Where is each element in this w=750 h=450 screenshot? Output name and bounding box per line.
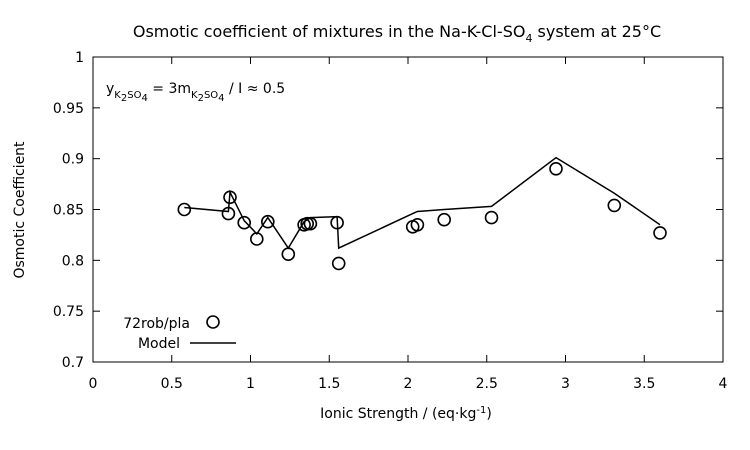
data-point xyxy=(249,232,264,246)
y-tick-label: 0.95 xyxy=(53,101,84,117)
data-point xyxy=(237,215,251,230)
chart-title: Osmotic coefficient of mixtures in the N… xyxy=(133,22,661,45)
y-axis-label: Osmotic Coefficient xyxy=(12,141,28,279)
y-tick-label: 0.85 xyxy=(53,203,84,219)
x-tick-label: 2.5 xyxy=(476,376,498,392)
x-tick-label: 4 xyxy=(719,376,728,392)
x-axis: 0 0.5 1 1.5 2 2.5 3 3.5 4 xyxy=(89,57,728,392)
data-series-72rob-pla xyxy=(177,162,667,271)
y-tick-label: 0.75 xyxy=(53,304,84,320)
y-tick-label: 0.7 xyxy=(62,355,84,371)
x-tick-label: 2 xyxy=(404,376,413,392)
x-tick-label: 0.5 xyxy=(161,376,183,392)
y-tick-label: 0.8 xyxy=(62,253,84,269)
x-tick-label: 3.5 xyxy=(633,376,655,392)
y-tick-label: 1 xyxy=(75,50,84,66)
data-point xyxy=(653,226,667,240)
data-point xyxy=(437,212,452,227)
y-axis: 0.7 0.75 0.8 0.85 0.9 0.95 1 xyxy=(53,50,723,371)
model-series xyxy=(184,156,661,250)
data-point xyxy=(549,162,563,176)
model-line xyxy=(184,156,661,250)
data-point xyxy=(331,256,346,271)
data-point xyxy=(221,206,236,221)
x-axis-label: Ionic Strength / (eq·kg-1) xyxy=(320,405,492,422)
legend: 72rob/pla Model xyxy=(123,315,236,352)
x-tick-label: 0 xyxy=(89,376,98,392)
equation-annotation: yK2SO4 = 3mK2SO4 / I ≈ 0.5 xyxy=(106,81,285,104)
data-point xyxy=(177,202,192,217)
data-point xyxy=(260,214,275,229)
data-point xyxy=(607,198,622,213)
legend-label-72rob-pla: 72rob/pla xyxy=(123,316,190,332)
data-point xyxy=(484,210,499,225)
data-point xyxy=(330,215,344,230)
data-point xyxy=(281,247,296,261)
x-tick-label: 3 xyxy=(561,376,570,392)
x-tick-label: 1 xyxy=(246,376,255,392)
data-point xyxy=(410,218,425,232)
legend-label-model: Model xyxy=(138,336,180,352)
data-point xyxy=(303,216,318,231)
legend-circle-symbol xyxy=(206,315,220,329)
y-tick-label: 0.9 xyxy=(62,152,84,168)
data-point xyxy=(223,190,237,205)
x-tick-label: 1.5 xyxy=(318,376,340,392)
